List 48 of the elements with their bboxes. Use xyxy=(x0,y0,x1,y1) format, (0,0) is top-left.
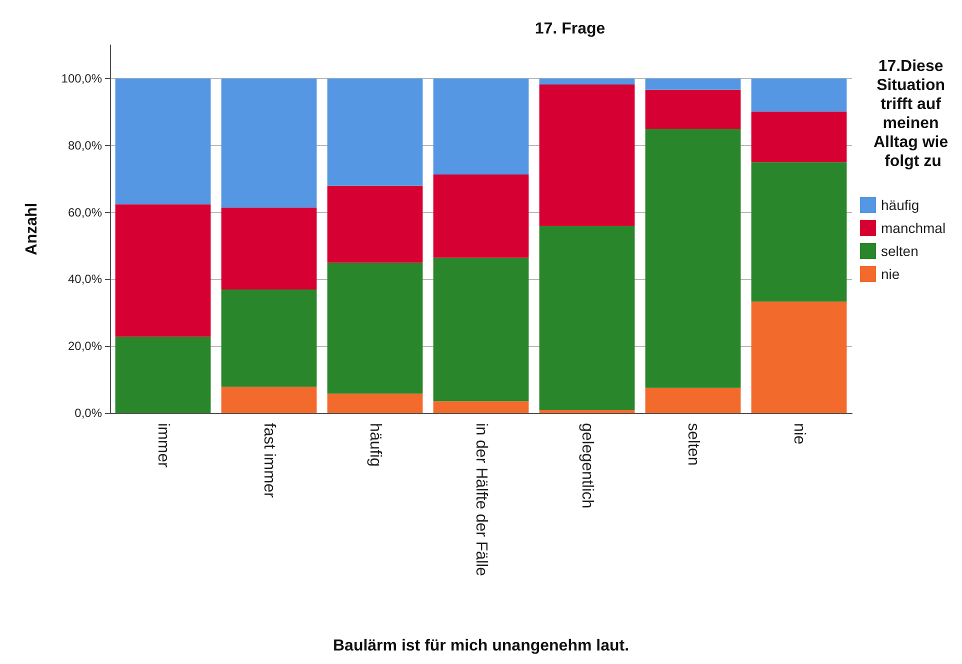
bar xyxy=(327,78,423,186)
bar xyxy=(115,336,211,413)
bar xyxy=(433,78,529,174)
bar xyxy=(115,204,211,337)
y-tick-label: 60,0% xyxy=(68,205,102,220)
x-axis-title: Baulärm ist für mich unangenehm laut. xyxy=(332,638,630,654)
chart-title: 17. Frage xyxy=(534,20,606,38)
y-tick-label: 40,0% xyxy=(68,272,102,286)
bar xyxy=(115,78,211,204)
bar xyxy=(221,208,317,290)
bar xyxy=(645,388,741,413)
legend-label: nie xyxy=(881,266,900,282)
y-tick-label: 100,0% xyxy=(61,71,102,86)
bar xyxy=(539,84,635,226)
bar xyxy=(645,78,741,90)
legend-title: 17.Diese Situation trifft auf meinen Alltag wie folgt zu xyxy=(873,58,953,170)
bar xyxy=(433,174,529,258)
bar xyxy=(221,78,317,208)
bar xyxy=(751,112,847,162)
bar xyxy=(645,90,741,129)
bar xyxy=(751,302,847,413)
y-tick-label: 0,0% xyxy=(74,406,102,420)
x-tick-label: nie xyxy=(790,423,808,444)
legend-label: selten xyxy=(881,243,918,259)
bar xyxy=(539,410,635,413)
x-tick-label: fast immer xyxy=(260,423,278,498)
bar xyxy=(751,162,847,302)
bar xyxy=(645,128,741,388)
x-tick-label: gelegentlich xyxy=(578,423,596,508)
bar xyxy=(221,290,317,387)
bar xyxy=(327,262,423,394)
y-tick-label: 20,0% xyxy=(68,339,102,354)
y-tick-label: 80,0% xyxy=(68,138,102,152)
legend-label: häufig xyxy=(881,197,920,213)
x-tick-label: häufig xyxy=(366,423,384,467)
bar xyxy=(221,386,317,413)
legend-label: manchmal xyxy=(881,220,946,236)
y-axis-title: Anzahl xyxy=(24,202,40,256)
bar xyxy=(433,401,529,413)
bar xyxy=(751,78,847,112)
bar xyxy=(327,186,423,263)
bar xyxy=(433,258,529,402)
x-tick-label: in der Hälfte der Fälle xyxy=(472,423,490,576)
bar xyxy=(327,394,423,413)
x-tick-label: immer xyxy=(154,423,172,468)
bar xyxy=(539,78,635,84)
bar xyxy=(539,226,635,410)
x-tick-label: selten xyxy=(684,423,702,466)
